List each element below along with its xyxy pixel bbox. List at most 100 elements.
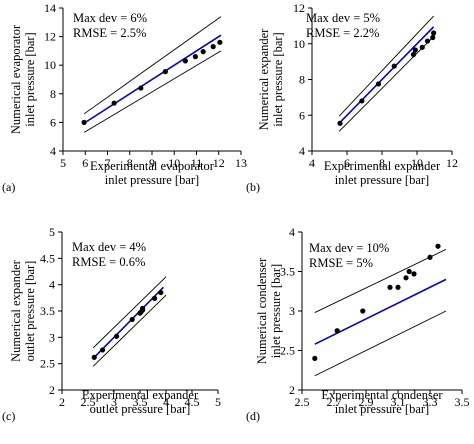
lower-deviation-line — [338, 36, 434, 132]
chart-panel-1: 5 6 7 8 9 10 11 12 13 4 6 8 10 12 14 Max dev = 6%RMSE =… — [2, 1, 247, 194]
parity-fit-line — [92, 286, 164, 359]
y-tick-label: 3 — [49, 330, 55, 344]
data-point — [200, 49, 206, 55]
x-tick-label: 4 — [163, 395, 169, 409]
x-tick-label: 6 — [82, 156, 88, 170]
y-tick-label: 6 — [299, 108, 305, 122]
y-tick-label: 3.5 — [280, 265, 295, 279]
y-tick-label: 12 — [293, 1, 305, 15]
data-point — [91, 354, 97, 360]
panel-letter: (d) — [246, 409, 260, 423]
y-tick-label: 6 — [50, 115, 56, 129]
y-tick-label: 4 — [50, 144, 56, 158]
data-point — [427, 254, 433, 260]
y-tick-label: 14 — [44, 1, 56, 15]
data-point — [391, 63, 397, 69]
data-point — [81, 119, 87, 125]
y-axis-label: Numerical evaporator — [9, 24, 23, 134]
y-tick-label: 8 — [299, 73, 305, 87]
upper-deviation-line — [83, 16, 222, 115]
data-point — [412, 47, 418, 53]
x-tick-label: 12 — [213, 156, 225, 170]
upper-deviation-line — [92, 276, 167, 349]
x-axis-label: Experimental evaporator — [90, 159, 215, 173]
max-dev-annotation: Max dev = 6% — [73, 11, 147, 25]
x-tick-label: 10 — [411, 156, 423, 170]
data-point — [406, 268, 412, 275]
data-point — [387, 284, 393, 290]
y-tick-label: 3.5 — [40, 304, 55, 318]
x-tick-label: 7 — [105, 156, 111, 170]
y-tick-label: 4 — [299, 144, 305, 158]
y-axis-label: inlet pressure [bar] — [269, 264, 283, 358]
y-tick-label: 10 — [44, 58, 56, 72]
x-tick-label: 6 — [344, 156, 350, 170]
parity-fit-line — [314, 278, 447, 345]
x-axis-label: Experimental expander — [82, 388, 199, 402]
data-point — [129, 316, 135, 323]
x-tick-label: 12 — [446, 156, 458, 170]
data-point — [395, 284, 401, 290]
data-point — [430, 34, 436, 41]
y-tick-label: 4 — [49, 278, 55, 292]
x-tick-label: 3.1 — [391, 395, 406, 409]
panel-letter: (a) — [2, 180, 15, 194]
x-tick-label: 2.7 — [327, 395, 342, 409]
data-point — [99, 347, 106, 353]
data-point — [359, 98, 365, 104]
data-point — [403, 275, 409, 281]
parity-fit-line — [83, 34, 222, 124]
data-point — [312, 355, 318, 361]
panel-letter: (c) — [2, 409, 15, 423]
x-tick-label: 11 — [191, 156, 203, 170]
data-point — [337, 120, 343, 126]
data-point — [360, 308, 366, 314]
y-tick-label: 2.5 — [280, 344, 295, 358]
x-tick-label: 4 — [309, 156, 315, 170]
data-point — [334, 328, 340, 334]
upper-deviation-line — [314, 248, 447, 313]
data-point — [375, 81, 382, 87]
max-dev-annotation: Max dev = 10% — [309, 241, 389, 255]
data-point — [182, 58, 188, 64]
y-tick-label: 8 — [50, 87, 56, 101]
data-point — [140, 305, 146, 311]
y-tick-label: 4 — [289, 225, 295, 239]
x-tick-label: 13 — [235, 156, 247, 170]
x-axis-label: Experimental expander — [324, 159, 441, 173]
x-tick-label: 3.5 — [133, 395, 148, 409]
data-point — [217, 39, 223, 45]
rmse-annotation: RMSE = 2.5% — [73, 26, 146, 40]
data-point — [114, 333, 120, 339]
y-axis-label: Numerical expander — [9, 259, 23, 362]
x-tick-label: 4.5 — [185, 395, 200, 409]
data-point — [424, 38, 431, 44]
x-tick-label: 2.9 — [359, 395, 374, 409]
x-tick-label: 8 — [127, 156, 133, 170]
x-tick-label: 3 — [111, 395, 117, 409]
lower-deviation-line — [83, 50, 222, 133]
y-tick-label: 2 — [49, 383, 55, 397]
y-tick-label: 3 — [289, 304, 295, 318]
x-tick-label: 10 — [168, 156, 180, 170]
rmse-annotation: RMSE = 2.2% — [306, 26, 379, 40]
x-axis-label: inlet pressure [bar] — [335, 173, 429, 187]
x-axis-label: Experimental condenser — [321, 388, 443, 402]
data-point — [158, 289, 164, 296]
y-axis-label: Numerical expander — [257, 28, 271, 131]
data-point — [210, 44, 216, 50]
x-tick-label: 5 — [60, 156, 66, 170]
data-point — [111, 100, 117, 106]
rmse-annotation: RMSE = 0.6% — [72, 255, 145, 269]
x-tick-label: 2.5 — [295, 395, 310, 409]
x-tick-label: 2 — [59, 395, 65, 409]
panel-letter: (b) — [246, 180, 260, 194]
y-axis-label: outlet pressure [bar] — [23, 261, 37, 362]
data-point — [435, 243, 441, 249]
x-tick-label: 3.5 — [455, 395, 470, 409]
data-point — [411, 271, 417, 277]
y-tick-label: 10 — [293, 37, 305, 51]
lower-deviation-line — [92, 294, 167, 367]
upper-deviation-line — [338, 15, 434, 117]
